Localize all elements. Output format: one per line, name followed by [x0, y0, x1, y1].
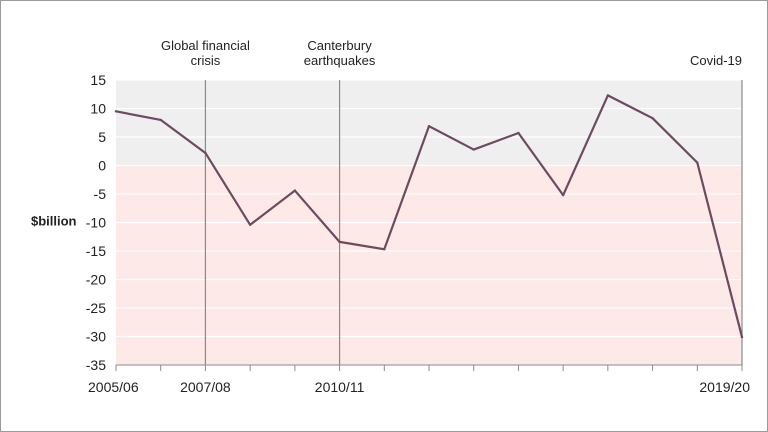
positive-region [116, 80, 742, 166]
y-tick-label: -15 [86, 243, 106, 259]
data-point-8 [472, 148, 475, 151]
x-tick-label: 2019/20 [699, 379, 750, 395]
y-tick-label: -10 [86, 215, 106, 231]
y-tick-label: 10 [90, 101, 106, 117]
y-tick-label: -25 [86, 300, 106, 316]
x-tick-label: 2010/11 [315, 379, 365, 395]
y-tick-label: 5 [98, 129, 106, 145]
data-point-9 [517, 131, 520, 135]
data-point-3 [248, 223, 252, 226]
data-point-4 [293, 189, 297, 192]
y-tick-label: -20 [86, 272, 106, 288]
data-point-11 [606, 94, 610, 97]
data-point-6 [383, 248, 386, 251]
y-tick-label: -30 [86, 329, 106, 345]
data-point-14 [740, 335, 744, 339]
y-tick-label: 0 [98, 158, 106, 174]
x-tick-label: 2005/06 [88, 379, 139, 395]
y-tick-label: -35 [86, 357, 106, 373]
y-axis-label: $billion [31, 214, 77, 229]
data-point-7 [427, 124, 431, 128]
event-label: Canterbury [307, 38, 372, 53]
event-label: earthquakes [304, 53, 376, 68]
y-tick-label: 15 [90, 72, 106, 88]
data-point-13 [696, 161, 699, 164]
negative-region [116, 165, 742, 365]
event-label: Global financial [161, 38, 250, 53]
event-label: crisis [191, 53, 221, 68]
data-point-2 [204, 151, 207, 155]
data-point-10 [561, 193, 565, 197]
data-point-1 [159, 118, 162, 122]
y-tick-label: -5 [94, 186, 107, 202]
event-label: Covid-19 [690, 53, 742, 68]
data-point-0 [114, 110, 118, 113]
x-tick-label: 2007/08 [180, 379, 231, 395]
data-point-12 [651, 116, 654, 120]
data-point-5 [338, 240, 341, 244]
